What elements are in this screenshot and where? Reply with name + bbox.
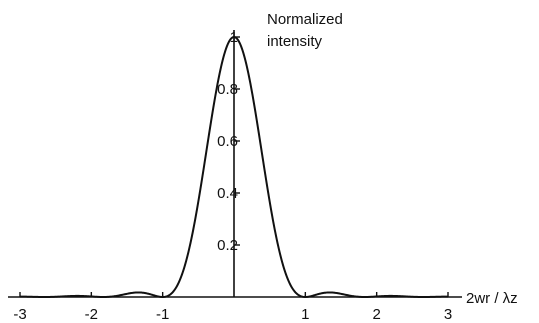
y-tick-label: 0.4 <box>217 185 238 202</box>
y-tick-label: 0.6 <box>217 133 238 150</box>
y-ticks: 0.20.40.60.81 <box>217 29 240 254</box>
axes <box>8 30 462 298</box>
x-tick-label: 1 <box>301 306 309 323</box>
x-tick-label: -3 <box>13 306 26 323</box>
y-tick-label: 0.8 <box>217 81 238 98</box>
x-tick-label: -1 <box>156 306 169 323</box>
x-axis-label: 2wr / λz <box>466 290 518 307</box>
y-tick-label: 0.2 <box>217 237 238 254</box>
x-tick-label: 3 <box>444 306 452 323</box>
intensity-curve <box>20 35 448 299</box>
y-axis-label-line-2: intensity <box>267 33 323 50</box>
x-tick-label: -2 <box>85 306 98 323</box>
x-tick-label: 2 <box>372 306 380 323</box>
y-axis-label-line-1: Normalized <box>267 11 343 28</box>
x-ticks: -3 -2 -1 1 2 3 <box>13 292 452 323</box>
